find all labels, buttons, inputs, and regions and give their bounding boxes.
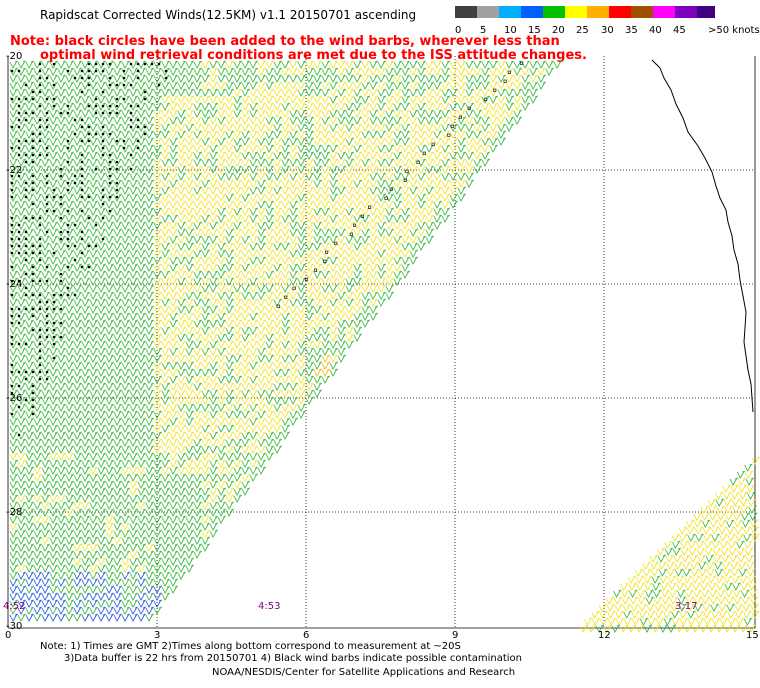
lon-label: 9 bbox=[452, 630, 459, 641]
note-line-1: Note: black circles have been added to t… bbox=[10, 34, 560, 49]
legend-label: 35 bbox=[625, 25, 638, 36]
legend-swatch bbox=[587, 6, 609, 18]
legend-label: 40 bbox=[649, 25, 662, 36]
lat-label: -30 bbox=[6, 621, 23, 632]
legend-label: 45 bbox=[673, 25, 686, 36]
quality-flag-markers bbox=[10, 61, 524, 437]
legend-label: 5 bbox=[480, 25, 487, 36]
lon-label: 0 bbox=[5, 630, 12, 641]
lat-label: -28 bbox=[6, 507, 23, 518]
legend-swatch bbox=[609, 6, 631, 18]
map-title: Rapidscat Corrected Winds(12.5KM) v1.1 2… bbox=[40, 8, 417, 22]
legend-swatch bbox=[565, 6, 587, 18]
legend-swatch bbox=[521, 6, 543, 18]
legend-swatch bbox=[697, 6, 715, 18]
pass-time-label: 4:52 bbox=[3, 601, 26, 612]
lat-label: -26 bbox=[6, 393, 23, 404]
lon-label: 6 bbox=[303, 630, 310, 641]
credit-line: NOAA/NESDIS/Center for Satellite Applica… bbox=[212, 667, 516, 678]
legend-swatch bbox=[543, 6, 565, 18]
lat-label: -22 bbox=[6, 165, 23, 176]
legend-swatch bbox=[631, 6, 653, 18]
legend-label: 0 bbox=[455, 25, 462, 36]
legend-swatch bbox=[455, 6, 477, 18]
lon-label: 15 bbox=[746, 630, 759, 641]
lat-label: -24 bbox=[6, 279, 23, 290]
legend-label: 20 bbox=[552, 25, 565, 36]
footer-notes: Note: 1) Times are GMT 2)Times along bot… bbox=[40, 641, 522, 665]
note-line-2: optimal wind retrieval conditions are me… bbox=[40, 48, 587, 63]
legend-label: 10 bbox=[504, 25, 517, 36]
coastline bbox=[651, 59, 754, 413]
wind-barbs bbox=[9, 60, 760, 633]
footer-line-2: 3)Data buffer is 22 hrs from 20150701 4)… bbox=[64, 653, 522, 664]
legend-swatch bbox=[477, 6, 499, 18]
legend-swatch bbox=[653, 6, 675, 18]
footer-line-1: Note: 1) Times are GMT 2)Times along bot… bbox=[40, 641, 461, 652]
legend-label: 25 bbox=[576, 25, 589, 36]
legend-swatch bbox=[499, 6, 521, 18]
pass-time-label: 3:17 bbox=[675, 601, 698, 612]
legend-label: >50 knots bbox=[708, 25, 760, 36]
legend-label: 15 bbox=[528, 25, 541, 36]
lon-label: 3 bbox=[154, 630, 161, 641]
pass-time-label: 4:53 bbox=[258, 601, 281, 612]
lon-label: 12 bbox=[598, 630, 611, 641]
lat-label: -20 bbox=[6, 51, 23, 62]
legend-label: 30 bbox=[601, 25, 614, 36]
legend-swatch bbox=[675, 6, 697, 18]
